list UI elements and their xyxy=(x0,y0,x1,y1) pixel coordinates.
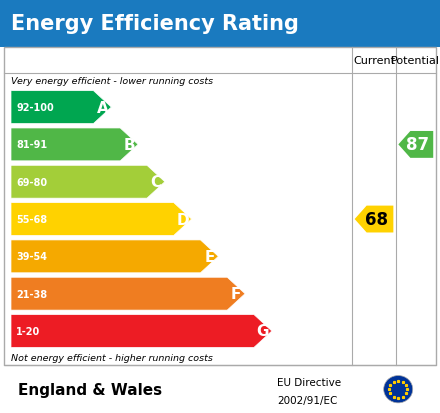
Bar xyxy=(4,47,436,366)
Polygon shape xyxy=(11,315,272,348)
Text: 87: 87 xyxy=(406,136,429,154)
Text: 69-80: 69-80 xyxy=(16,177,48,187)
Text: Very energy efficient - lower running costs: Very energy efficient - lower running co… xyxy=(11,77,213,86)
Text: 2002/91/EC: 2002/91/EC xyxy=(277,395,337,405)
Text: 39-54: 39-54 xyxy=(16,252,47,262)
Text: England & Wales: England & Wales xyxy=(18,382,162,397)
Text: Current: Current xyxy=(353,55,395,66)
Text: C: C xyxy=(150,175,161,190)
Text: B: B xyxy=(123,138,135,152)
Text: 55-68: 55-68 xyxy=(16,214,48,225)
Text: Potential: Potential xyxy=(391,55,440,66)
Text: 81-91: 81-91 xyxy=(16,140,48,150)
Polygon shape xyxy=(11,240,218,273)
Polygon shape xyxy=(11,166,165,199)
Text: A: A xyxy=(96,100,108,115)
Polygon shape xyxy=(398,132,433,159)
Text: D: D xyxy=(176,212,189,227)
Text: 1-20: 1-20 xyxy=(16,326,40,336)
Polygon shape xyxy=(11,278,245,310)
Circle shape xyxy=(384,376,413,403)
Polygon shape xyxy=(11,203,191,236)
Polygon shape xyxy=(11,129,138,161)
Bar xyxy=(0,0,440,47)
Text: F: F xyxy=(231,287,242,301)
Text: 21-38: 21-38 xyxy=(16,289,48,299)
Polygon shape xyxy=(11,91,111,124)
Text: EU Directive: EU Directive xyxy=(277,377,341,387)
Bar xyxy=(0,366,440,413)
Text: G: G xyxy=(257,324,269,339)
Text: 92-100: 92-100 xyxy=(16,103,54,113)
Polygon shape xyxy=(355,206,393,233)
Text: Energy Efficiency Rating: Energy Efficiency Rating xyxy=(11,14,299,34)
Text: Not energy efficient - higher running costs: Not energy efficient - higher running co… xyxy=(11,353,213,362)
Text: 68: 68 xyxy=(365,211,388,228)
Text: E: E xyxy=(204,249,215,264)
